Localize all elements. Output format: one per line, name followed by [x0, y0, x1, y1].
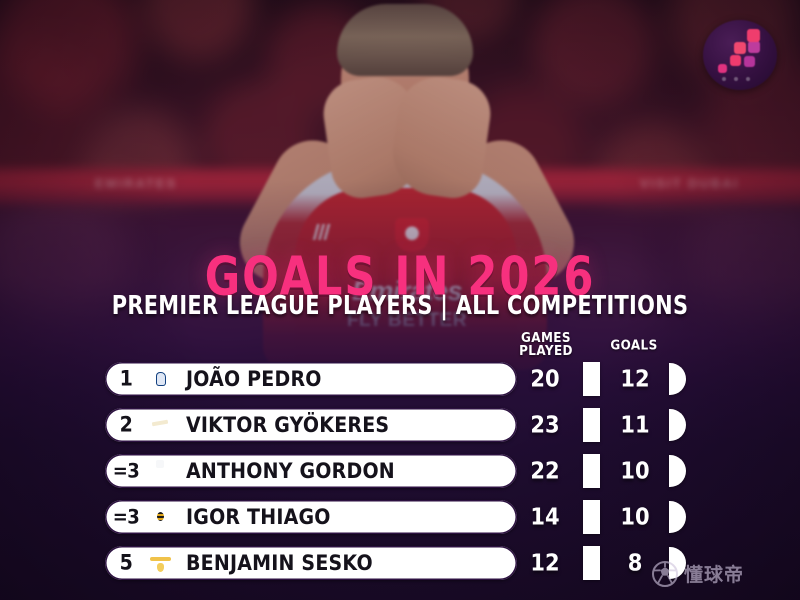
goals-value: 12: [620, 365, 650, 393]
player-name: IGOR THIAGO: [186, 504, 331, 530]
player-name: ANTHONY GORDON: [186, 458, 395, 484]
logo-square-1: [718, 64, 727, 73]
player-name-pill[interactable]: 1 JOÃO PEDRO: [105, 362, 517, 396]
column-separator: [583, 362, 600, 396]
watermark: 懂球帝: [652, 560, 744, 587]
page-subtitle: PREMIER LEAGUE PLAYERS | ALL COMPETITION…: [111, 292, 689, 321]
club-badge-brentford-icon: [147, 503, 175, 531]
row-end-cap: [669, 501, 686, 533]
club-badge-chelsea-icon: [147, 365, 175, 393]
table-row[interactable]: =3 IGOR THIAGO 14 10: [0, 500, 800, 534]
table-row[interactable]: 1 JOÃO PEDRO 20 12: [0, 362, 800, 396]
page-title: GOALS IN 2026: [204, 245, 596, 308]
row-end-cap: [669, 363, 686, 395]
goals-value: 10: [620, 457, 650, 485]
row-end-cap: [669, 409, 686, 441]
watermark-text: 懂球帝: [684, 564, 745, 586]
player-name-pill[interactable]: =3 ANTHONY GORDON: [105, 454, 517, 488]
table-row[interactable]: =3 ANTHONY GORDON 22 10: [0, 454, 800, 488]
player-name-pill[interactable]: =3 IGOR THIAGO: [105, 500, 517, 534]
goals-value: 8: [627, 549, 643, 577]
column-separator: [583, 408, 600, 442]
games-played-value: 14: [530, 503, 560, 531]
logo-dot-1: [722, 77, 726, 81]
games-played-value: 22: [530, 457, 560, 485]
player-name-pill[interactable]: 5 BENJAMIN SESKO: [105, 546, 517, 580]
logo-dot-3: [746, 77, 750, 81]
soccer-ball-icon: [652, 560, 678, 587]
column-header-goals: GOALS: [610, 337, 658, 353]
logo-square-3: [744, 56, 755, 67]
club-badge-arsenal-icon: [147, 411, 175, 439]
games-played-line2: PLAYED: [519, 342, 573, 359]
column-separator: [583, 500, 600, 534]
logo-square-4: [734, 42, 746, 54]
logo-square-5: [748, 41, 760, 53]
table-row[interactable]: 5 BENJAMIN SESKO 12 8: [0, 546, 800, 580]
row-end-cap: [669, 547, 686, 579]
player-name: JOÃO PEDRO: [186, 366, 322, 392]
logo-square-2: [730, 55, 741, 66]
games-played-value: 20: [530, 365, 560, 393]
column-separator: [583, 546, 600, 580]
games-played-line1: GAMES: [521, 329, 571, 346]
player-name: VIKTOR GYÖKERES: [186, 412, 390, 438]
rank-label: =3: [112, 505, 140, 529]
row-end-cap: [669, 455, 686, 487]
brand-logo-icon: [703, 20, 777, 90]
rank-label: 1: [119, 366, 133, 392]
rank-label: 5: [119, 550, 133, 576]
player-name-pill[interactable]: 2 VIKTOR GYÖKERES: [105, 408, 517, 442]
logo-dot-2: [734, 77, 738, 81]
goals-value: 11: [620, 411, 650, 439]
table-row[interactable]: 2 VIKTOR GYÖKERES 23 11: [0, 408, 800, 442]
logo-square-6: [747, 29, 760, 42]
games-played-value: 12: [530, 549, 560, 577]
goals-value: 10: [620, 503, 650, 531]
player-name: BENJAMIN SESKO: [186, 550, 373, 576]
club-badge-newcastle-icon: [147, 457, 175, 485]
column-separator: [583, 454, 600, 488]
rank-label: =3: [112, 459, 140, 483]
games-played-value: 23: [530, 411, 560, 439]
club-badge-manutd-icon: [147, 549, 175, 577]
column-header-games-played: GAMES PLAYED: [516, 331, 576, 358]
rank-label: 2: [119, 412, 133, 438]
